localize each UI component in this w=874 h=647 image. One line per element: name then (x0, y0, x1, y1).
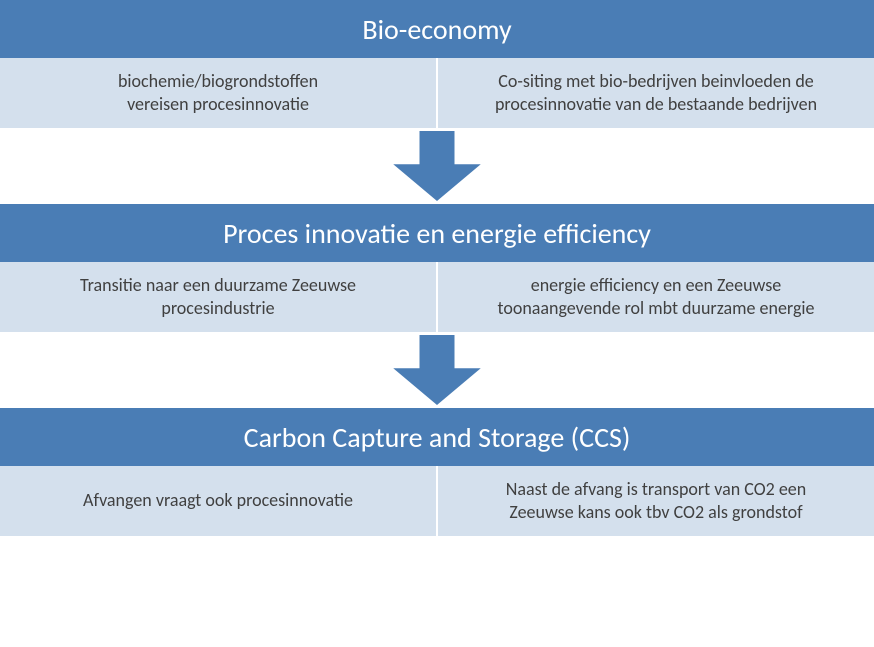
block-cell-right: Co-siting met bio-bedrijven beinvloeden … (438, 58, 874, 128)
arrow-zone (0, 332, 874, 408)
block-ccs: Carbon Capture and Storage (CCS) Afvange… (0, 408, 874, 536)
block-cell-right: Naast de afvang is transport van CO2 een… (438, 466, 874, 536)
cell-text: biochemie/biogrondstoffen (118, 70, 318, 93)
cell-text: vereisen procesinnovatie (127, 93, 309, 116)
block-proces-innovatie: Proces innovatie en energie efficiency T… (0, 204, 874, 332)
cell-text: Co-siting met bio-bedrijven beinvloeden … (498, 70, 814, 93)
cell-text: Transitie naar een duurzame Zeeuwse (80, 274, 356, 297)
block-row: biochemie/biogrondstoffen vereisen proce… (0, 58, 874, 128)
down-arrow-icon (393, 131, 481, 201)
block-title: Bio-economy (362, 12, 511, 47)
block-header: Proces innovatie en energie efficiency (0, 204, 874, 262)
cell-text: Naast de afvang is transport van CO2 een (506, 478, 806, 501)
block-cell-left: Transitie naar een duurzame Zeeuwse proc… (0, 262, 436, 332)
block-header: Bio-economy (0, 0, 874, 58)
cell-text: toonaangevende rol mbt duurzame energie (497, 297, 814, 320)
cell-text: energie efficiency en een Zeeuwse (531, 274, 782, 297)
block-cell-left: biochemie/biogrondstoffen vereisen proce… (0, 58, 436, 128)
cell-text: Afvangen vraagt ook procesinnovatie (83, 489, 353, 512)
arrow-zone (0, 128, 874, 204)
block-title: Carbon Capture and Storage (CCS) (244, 420, 631, 455)
block-cell-left: Afvangen vraagt ook procesinnovatie (0, 466, 436, 536)
cell-text: Zeeuwse kans ook tbv CO2 als grondstof (509, 501, 802, 524)
block-title: Proces innovatie en energie efficiency (223, 216, 651, 251)
down-arrow-icon (393, 335, 481, 405)
cell-text: procesindustrie (161, 297, 274, 320)
block-row: Afvangen vraagt ook procesinnovatie Naas… (0, 466, 874, 536)
block-header: Carbon Capture and Storage (CCS) (0, 408, 874, 466)
block-row: Transitie naar een duurzame Zeeuwse proc… (0, 262, 874, 332)
block-cell-right: energie efficiency en een Zeeuwse toonaa… (438, 262, 874, 332)
cell-text: procesinnovatie van de bestaande bedrijv… (495, 93, 817, 116)
block-bio-economy: Bio-economy biochemie/biogrondstoffen ve… (0, 0, 874, 128)
